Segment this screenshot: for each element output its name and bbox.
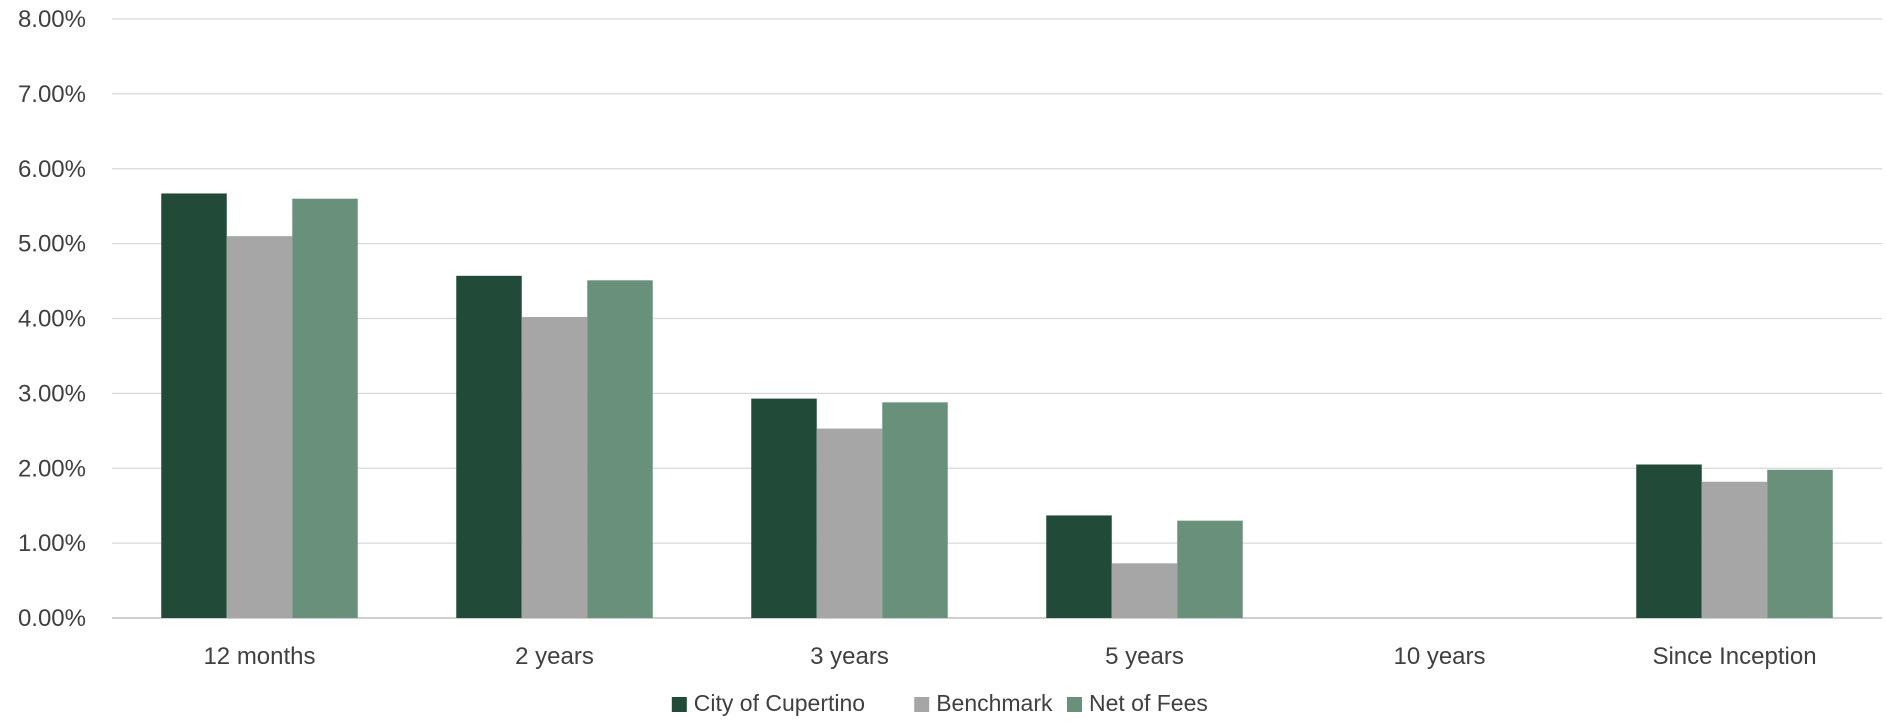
bar-benchmark-since-inception [1701,481,1768,618]
legend-item-city-of-cupertino: City of Cupertino [671,690,865,716]
bar-benchmark-3-years [816,428,883,618]
bar-city-of-cupertino-12-months [161,193,227,619]
y-axis: 0.00% 1.00% 2.00% 3.00% 4.00% 5.00% 6.00% 7.00%… [18,6,86,632]
y-tick-label: 1.00% [18,530,86,557]
bar-city-of-cupertino-5-years [1046,515,1112,618]
x-tick-label: 10 years [1393,643,1485,670]
legend-item-net-of-fees: Net of Fees [1067,690,1208,716]
x-tick-label: 3 years [810,643,889,670]
x-tick-label: 2 years [515,643,594,670]
bar-city-of-cupertino-3-years [751,398,817,618]
bar-net-of-fees-3-years [882,402,948,618]
bar-net-of-fees-since-inception [1767,469,1833,618]
legend-label: City of Cupertino [694,690,865,716]
legend-swatch [914,697,930,712]
y-tick-label: 6.00% [18,156,86,183]
bars [161,193,1833,619]
legend-label: Benchmark [936,690,1053,716]
bar-benchmark-5-years [1111,563,1178,618]
y-tick-label: 8.00% [18,6,86,33]
y-tick-label: 5.00% [18,231,86,258]
bar-net-of-fees-5-years [1177,520,1243,618]
bar-net-of-fees-2-years [587,280,653,618]
x-tick-label: 5 years [1105,643,1184,670]
legend-swatch [671,697,687,712]
y-tick-label: 4.00% [18,306,86,333]
bar-net-of-fees-12-months [292,198,358,618]
x-tick-label: Since Inception [1652,643,1816,670]
gridlines [112,18,1882,619]
y-tick-label: 2.00% [18,455,86,482]
bar-benchmark-12-months [226,236,293,618]
y-tick-label: 0.00% [18,605,86,632]
y-tick-label: 7.00% [18,81,86,108]
x-tick-label: 12 months [203,643,315,670]
y-tick-label: 3.00% [18,380,86,407]
legend: City of Cupertino Benchmark Net of Fees [671,690,1208,716]
bar-city-of-cupertino-since-inception [1636,464,1702,618]
legend-swatch [1067,697,1082,712]
legend-label: Net of Fees [1089,690,1208,716]
x-axis: 12 months 2 years 3 years 5 years 10 years Si… [203,643,1816,670]
legend-item-benchmark: Benchmark [914,690,1053,716]
bar-city-of-cupertino-2-years [456,275,522,618]
bar-benchmark-2-years [521,317,588,618]
